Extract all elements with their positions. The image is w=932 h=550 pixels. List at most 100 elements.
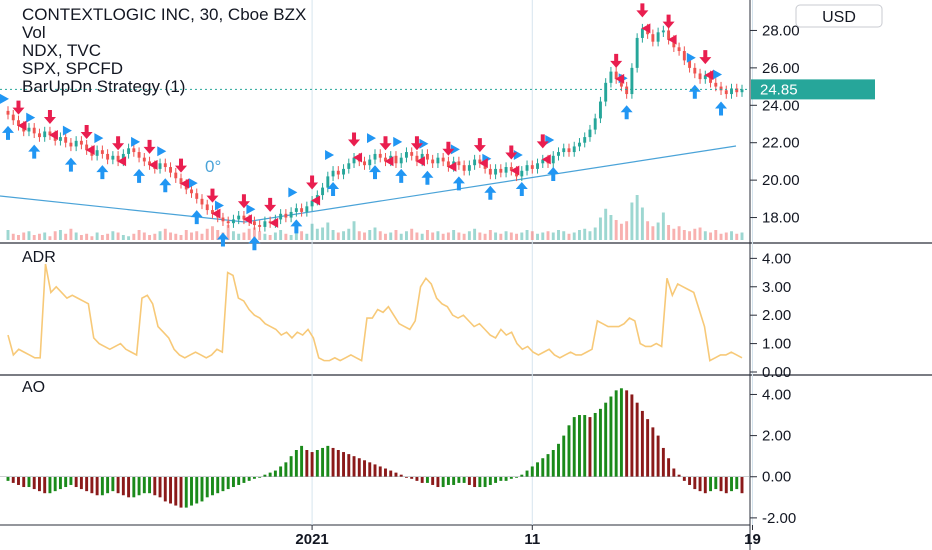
candle[interactable] (352, 157, 356, 164)
candle[interactable] (446, 161, 450, 168)
sell-signal-arrow[interactable] (12, 100, 25, 115)
candle[interactable] (106, 153, 110, 160)
buy-signal-arrow[interactable] (28, 144, 41, 159)
candle[interactable] (127, 148, 131, 154)
candle[interactable] (420, 153, 424, 162)
candle[interactable] (719, 86, 723, 91)
candle[interactable] (48, 131, 52, 136)
candle[interactable] (614, 71, 618, 80)
candle[interactable] (656, 32, 660, 42)
trend-line[interactable] (244, 145, 737, 223)
candle[interactable] (43, 131, 47, 138)
sell-signal-arrow[interactable] (112, 136, 125, 151)
candle[interactable] (74, 140, 78, 147)
candle[interactable] (703, 75, 707, 80)
adr-line[interactable] (7, 263, 743, 362)
candle[interactable] (231, 219, 235, 224)
candle[interactable] (530, 165, 534, 169)
last-price-badge[interactable] (751, 79, 875, 100)
candle[interactable] (363, 161, 366, 166)
buy-signal-arrow[interactable] (290, 219, 303, 234)
candle[interactable] (598, 101, 602, 119)
sell-signal-arrow[interactable] (505, 145, 518, 160)
candle[interactable] (378, 153, 382, 158)
candle[interactable] (551, 155, 555, 164)
candle[interactable] (404, 152, 408, 158)
candle[interactable] (226, 221, 230, 224)
candle[interactable] (525, 165, 529, 171)
buy-signal-arrow[interactable] (327, 182, 340, 196)
candle[interactable] (95, 150, 99, 156)
candle[interactable] (667, 30, 671, 40)
candle[interactable] (211, 210, 214, 214)
candle[interactable] (368, 159, 372, 166)
candle[interactable] (342, 168, 346, 175)
candle[interactable] (242, 215, 246, 220)
candle[interactable] (494, 168, 498, 175)
sell-signal-arrow[interactable] (699, 50, 712, 65)
candle[interactable] (347, 163, 351, 169)
candle[interactable] (190, 189, 193, 194)
candle[interactable] (635, 37, 639, 68)
candle[interactable] (174, 172, 178, 179)
sell-signal-arrow[interactable] (264, 197, 277, 212)
candle[interactable] (205, 204, 209, 211)
sell-signal-arrow[interactable] (662, 14, 675, 29)
price-pane[interactable] (0, 3, 750, 251)
candle[interactable] (284, 213, 288, 218)
candle[interactable] (410, 152, 414, 156)
candle[interactable] (195, 193, 199, 199)
currency-button[interactable] (795, 4, 883, 28)
time-axis[interactable]: 2021 11 19 (295, 525, 761, 548)
candle[interactable] (137, 152, 141, 158)
candle[interactable] (415, 155, 419, 162)
legend-spx[interactable]: SPX, SPCFD (22, 59, 123, 78)
candle[interactable] (672, 39, 676, 48)
candle[interactable] (467, 165, 471, 171)
buy-signal-arrow[interactable] (484, 185, 497, 200)
candle[interactable] (604, 82, 608, 102)
buy-signal-arrow[interactable] (248, 236, 261, 251)
candle[interactable] (651, 34, 655, 42)
candle[interactable] (27, 127, 31, 132)
candle[interactable] (431, 159, 435, 164)
candle[interactable] (79, 140, 83, 145)
sell-signal-arrow[interactable] (473, 138, 486, 153)
candle[interactable] (562, 148, 566, 153)
candle[interactable] (399, 157, 403, 164)
candle[interactable] (682, 51, 686, 61)
buy-signal-arrow[interactable] (620, 105, 633, 120)
buy-signal-arrow[interactable] (715, 101, 728, 116)
candle[interactable] (436, 157, 440, 164)
candle[interactable] (394, 155, 398, 164)
candle[interactable] (473, 159, 477, 166)
candle[interactable] (169, 167, 172, 173)
candle[interactable] (499, 168, 503, 173)
candle[interactable] (252, 221, 256, 226)
sell-signal-arrow[interactable] (306, 175, 319, 190)
candle[interactable] (384, 157, 387, 162)
candle[interactable] (730, 88, 733, 95)
candle[interactable] (567, 148, 571, 153)
sell-signal-arrow[interactable] (536, 134, 549, 149)
candle[interactable] (740, 89, 744, 93)
buy-signal-arrow[interactable] (369, 165, 381, 180)
candle[interactable] (625, 86, 629, 95)
candle[interactable] (488, 168, 492, 175)
candle[interactable] (64, 137, 68, 143)
candle[interactable] (279, 213, 283, 220)
candle[interactable] (268, 221, 272, 224)
buy-signal-arrow[interactable] (159, 178, 172, 193)
candle[interactable] (688, 60, 692, 68)
candle[interactable] (698, 73, 702, 80)
candle[interactable] (373, 153, 377, 160)
candle[interactable] (588, 129, 592, 138)
candle[interactable] (640, 28, 644, 38)
candle[interactable] (536, 163, 539, 169)
candle[interactable] (661, 30, 665, 33)
legend-strategy[interactable]: BarUpDn Strategy (1) (22, 77, 185, 96)
candle[interactable] (520, 170, 524, 177)
buy-signal-arrow[interactable] (452, 176, 465, 191)
candle[interactable] (593, 118, 597, 130)
candle[interactable] (158, 163, 162, 169)
